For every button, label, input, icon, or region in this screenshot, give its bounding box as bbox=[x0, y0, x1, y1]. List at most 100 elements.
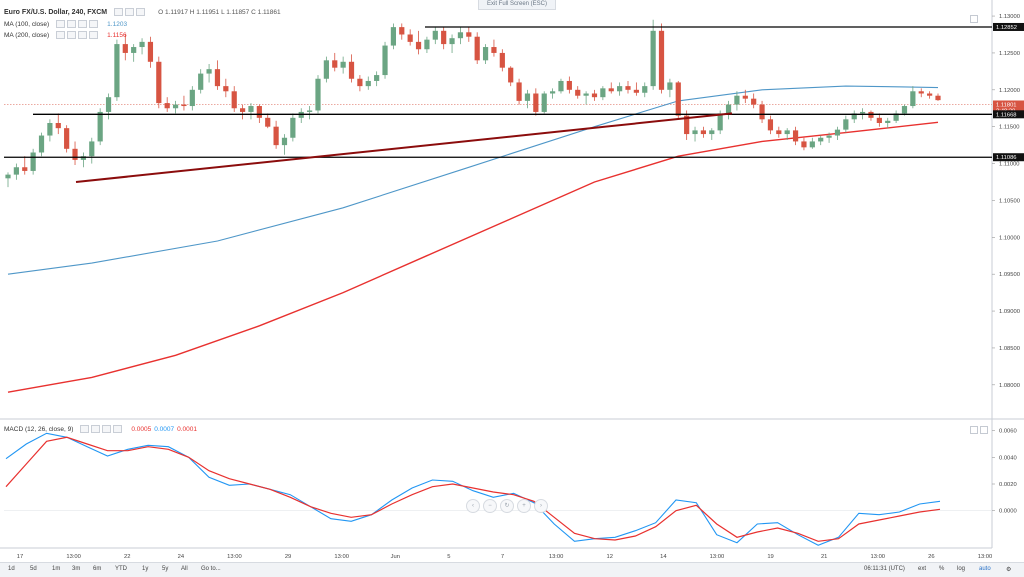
hide-icon[interactable] bbox=[80, 425, 90, 433]
hide-icon[interactable] bbox=[56, 31, 66, 39]
settings-icon[interactable] bbox=[125, 8, 135, 16]
timeframe-1y[interactable]: 1y bbox=[142, 566, 149, 572]
more-icon[interactable] bbox=[89, 20, 99, 28]
candle-body bbox=[156, 61, 162, 104]
hide-icon[interactable] bbox=[56, 20, 66, 28]
candle-body bbox=[340, 61, 346, 68]
close-icon[interactable] bbox=[78, 31, 88, 39]
percent-toggle[interactable]: % bbox=[939, 566, 945, 572]
price-tick-label: 1.10000 bbox=[999, 235, 1020, 241]
candle-body bbox=[482, 47, 489, 61]
candle-body bbox=[784, 130, 790, 135]
maximize-pane-icon[interactable] bbox=[970, 15, 978, 23]
timeframe-1d[interactable]: 1d bbox=[8, 566, 15, 572]
settings-icon[interactable] bbox=[91, 425, 101, 433]
scroll-left-icon[interactable]: ‹ bbox=[466, 499, 480, 513]
candle-body bbox=[223, 86, 229, 92]
settings-icon[interactable] bbox=[67, 31, 77, 39]
more-icon[interactable] bbox=[89, 31, 99, 39]
candle-body bbox=[357, 78, 363, 87]
ma200-legend: MA (200, close) 1.1156 bbox=[4, 31, 127, 39]
candle-body bbox=[407, 34, 413, 42]
macd-signal-line bbox=[5, 436, 941, 542]
price-axis-badge bbox=[993, 110, 1024, 119]
move-pane-up-icon[interactable] bbox=[970, 426, 978, 434]
candle-body bbox=[189, 89, 195, 107]
symbol-title[interactable]: Euro FX/U.S. Dollar, 240, FXCM bbox=[4, 8, 108, 16]
ohlc-readout: O 1.11917 H 1.11951 L 1.11857 C 1.11861 bbox=[158, 8, 281, 16]
settings-icon[interactable] bbox=[67, 20, 77, 28]
candle-body bbox=[122, 44, 128, 53]
candle-body bbox=[281, 137, 288, 146]
more-icon[interactable] bbox=[113, 425, 123, 433]
candle-body bbox=[516, 82, 522, 101]
price-tick-label: 1.11000 bbox=[999, 162, 1020, 168]
candle-body bbox=[105, 97, 112, 112]
price-tick-label: 1.08500 bbox=[999, 346, 1020, 352]
auto-toggle[interactable]: auto bbox=[979, 566, 991, 572]
close-icon[interactable] bbox=[136, 8, 146, 16]
time-tick-label: 22 bbox=[124, 554, 130, 560]
candle-body bbox=[675, 82, 681, 116]
price-tick-label: 1.13000 bbox=[999, 14, 1020, 20]
macd-label[interactable]: MACD (12, 26, close, 9) bbox=[4, 425, 74, 433]
candle-body bbox=[139, 41, 145, 48]
ma200-value: 1.1156 bbox=[107, 31, 127, 39]
candle-body bbox=[901, 106, 908, 114]
candle-body bbox=[617, 86, 623, 92]
close-icon[interactable] bbox=[102, 425, 112, 433]
candle-body bbox=[323, 60, 329, 79]
pane-controls-main bbox=[970, 15, 978, 23]
clock-readout[interactable]: 06:11:31 (UTC) bbox=[864, 566, 905, 572]
close-icon[interactable] bbox=[78, 20, 88, 28]
price-axis-badge-label: 1.11668 bbox=[996, 112, 1017, 118]
bottom-toolbar: 1d 5d 1m 3m 6m YTD 1y 5y All Go to... 06… bbox=[0, 562, 1024, 577]
go-to-date-button[interactable]: Go to... bbox=[201, 566, 221, 572]
timeframe-5y[interactable]: 5y bbox=[162, 566, 169, 572]
settings-gear-icon[interactable]: ⚙ bbox=[1006, 567, 1012, 573]
timeframe-6m[interactable]: 6m bbox=[93, 566, 102, 572]
price-axis-badge bbox=[993, 100, 1024, 109]
candle-body bbox=[206, 69, 212, 74]
zoom-out-icon[interactable]: − bbox=[483, 499, 497, 513]
candle-body bbox=[508, 67, 514, 83]
time-tick-label: 13:00 bbox=[549, 554, 564, 560]
candle-body bbox=[658, 30, 665, 90]
maximize-pane-icon[interactable] bbox=[980, 426, 988, 434]
ma200-label[interactable]: MA (200, close) bbox=[4, 31, 50, 39]
scroll-right-icon[interactable]: › bbox=[534, 499, 548, 513]
candle-body bbox=[131, 47, 137, 53]
candle-body bbox=[466, 32, 472, 37]
candle-body bbox=[231, 91, 237, 109]
candle-body bbox=[441, 30, 447, 45]
symbol-legend: Euro FX/U.S. Dollar, 240, FXCM O 1.11917… bbox=[4, 8, 281, 16]
symbol-controls bbox=[114, 8, 146, 16]
candle-body bbox=[876, 117, 882, 123]
timeframe-all[interactable]: All bbox=[181, 566, 188, 572]
log-toggle[interactable]: log bbox=[957, 566, 966, 572]
timeframe-ytd[interactable]: YTD bbox=[115, 566, 127, 572]
candle-body bbox=[332, 60, 338, 68]
timeframe-1m[interactable]: 1m bbox=[52, 566, 61, 572]
macd-line bbox=[5, 432, 941, 546]
timeframe-5d[interactable]: 5d bbox=[30, 566, 37, 572]
candle-body bbox=[491, 47, 497, 53]
ma100-value: 1.1203 bbox=[107, 20, 128, 28]
ext-toggle[interactable]: ext bbox=[918, 566, 927, 572]
exit-fullscreen-button[interactable]: Exit Full Screen (ESC) bbox=[478, 0, 556, 10]
ma100-label[interactable]: MA (100, close) bbox=[4, 20, 50, 28]
candle-body bbox=[851, 113, 857, 120]
candle-body bbox=[826, 135, 832, 138]
candle-body bbox=[667, 82, 673, 90]
time-tick-label: 13:00 bbox=[334, 554, 349, 560]
reset-chart-icon[interactable]: ↻ bbox=[500, 499, 514, 513]
candle-body bbox=[692, 130, 698, 135]
macd-signal-value: 0.0001 bbox=[177, 425, 198, 433]
zoom-in-icon[interactable]: + bbox=[517, 499, 531, 513]
timeframe-3m[interactable]: 3m bbox=[72, 566, 81, 572]
time-tick-label: 29 bbox=[285, 554, 291, 560]
time-tick-label: 14 bbox=[660, 554, 667, 560]
price-axis-badge-label: 1.12852 bbox=[996, 25, 1017, 31]
hide-icon[interactable] bbox=[114, 8, 124, 16]
